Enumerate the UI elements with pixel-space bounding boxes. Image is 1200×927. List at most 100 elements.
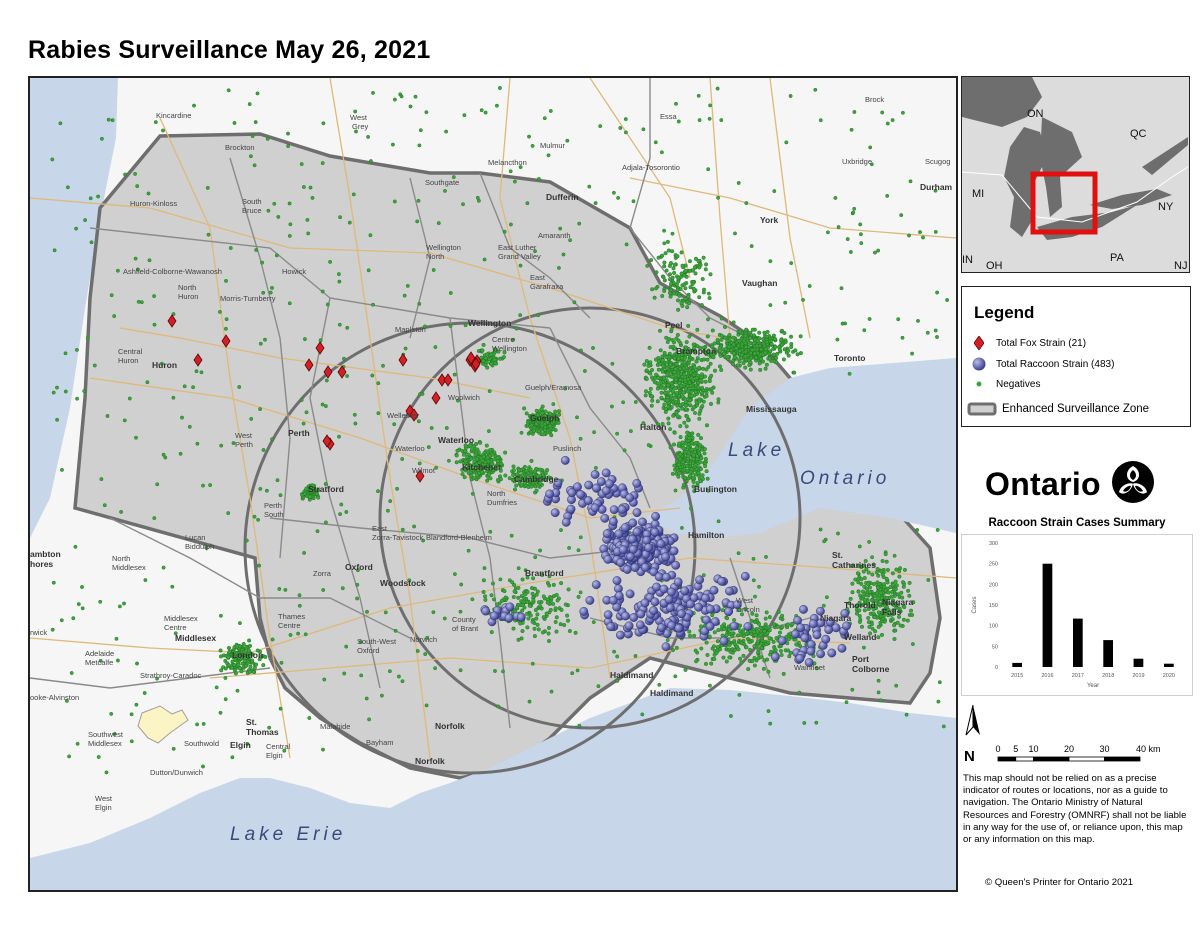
- scale-tick-label: 20: [1064, 744, 1074, 754]
- negative-point: [668, 272, 673, 277]
- negative-point: [714, 650, 719, 655]
- negative-point: [933, 188, 938, 193]
- negative-point: [530, 661, 535, 666]
- negative-point: [693, 271, 698, 276]
- negative-point: [63, 351, 68, 356]
- negative-point: [633, 654, 638, 658]
- negative-point: [740, 352, 745, 357]
- negative-point: [51, 390, 56, 395]
- negative-point: [673, 386, 678, 391]
- negative-point: [114, 636, 119, 641]
- negative-point: [371, 302, 375, 307]
- negative-point: [612, 649, 616, 654]
- negative-point: [789, 261, 794, 266]
- negative-point: [752, 644, 757, 649]
- raccoon-point: [777, 636, 787, 646]
- label-uxbridge: Uxbridge: [842, 157, 872, 166]
- negative-point: [757, 621, 762, 626]
- negative-point: [848, 596, 853, 601]
- label-norwich: Norwich: [410, 635, 437, 644]
- negative-point: [520, 608, 525, 613]
- negative-point: [519, 430, 524, 435]
- raccoon-point: [800, 633, 810, 643]
- negative-point: [466, 548, 471, 553]
- negative-point: [768, 259, 773, 264]
- surveillance-ring: [243, 321, 697, 775]
- negative-point: [681, 446, 686, 451]
- raccoon-point: [489, 611, 499, 621]
- negative-point: [655, 376, 660, 381]
- negative-point: [227, 649, 232, 654]
- negative-point: [662, 264, 667, 269]
- negative-point: [775, 624, 780, 629]
- negative-point: [354, 129, 358, 134]
- negative-point: [171, 395, 176, 400]
- negative-point: [481, 578, 486, 583]
- negative-point: [672, 463, 677, 468]
- negative-point: [433, 345, 438, 349]
- label-amaranth: Amaranth: [538, 231, 571, 240]
- negative-point: [502, 229, 507, 234]
- raccoon-point: [603, 610, 613, 620]
- negative-point: [491, 581, 496, 586]
- negative-point: [710, 328, 715, 333]
- lake-ontario-label-1: Lake: [728, 440, 785, 461]
- negative-point: [242, 652, 247, 657]
- negative-point: [481, 590, 486, 595]
- raccoon-point: [796, 623, 805, 633]
- negative-point: [143, 578, 148, 582]
- negative-point: [850, 581, 855, 586]
- negative-point: [662, 260, 667, 265]
- main-map[interactable]: Kincardine Brockton West Grey Southgate …: [28, 76, 958, 892]
- negative-point: [170, 584, 175, 589]
- label-burlington: Burlington: [694, 484, 737, 494]
- negative-point: [531, 428, 536, 433]
- negative-point: [669, 327, 674, 332]
- negative-point: [321, 121, 326, 126]
- road: [709, 78, 731, 339]
- label-st-thomas-1: St.: [246, 717, 257, 727]
- negative-point: [99, 477, 104, 481]
- negative-point: [649, 394, 654, 399]
- negative-point: [764, 334, 769, 339]
- negative-point: [557, 265, 561, 270]
- raccoon-point: [680, 586, 690, 596]
- label-middlesex: Middlesex: [175, 633, 216, 643]
- negative-point: [818, 118, 823, 123]
- negative-point: [218, 648, 223, 653]
- negative-point: [656, 367, 661, 372]
- negative-point: [705, 334, 710, 339]
- negative-point: [673, 674, 678, 679]
- negative-point: [676, 276, 681, 281]
- label-oxford: Oxford: [345, 562, 373, 572]
- x-tick-label: 2018: [1102, 673, 1114, 679]
- negative-point: [67, 754, 71, 759]
- negative-point: [615, 431, 619, 436]
- negative-point: [737, 349, 742, 354]
- negative-point: [890, 583, 895, 588]
- raccoon-point: [705, 622, 715, 631]
- negative-point: [704, 367, 709, 372]
- negative-point: [454, 453, 459, 458]
- negative-point: [407, 578, 412, 583]
- negative-point: [226, 646, 231, 651]
- negative-point: [303, 632, 308, 637]
- negative-point: [874, 570, 879, 575]
- raccoon-point: [674, 623, 684, 633]
- negative-point: [907, 593, 912, 598]
- page-title: Rabies Surveillance May 26, 2021: [28, 36, 431, 64]
- negative-point: [320, 402, 325, 407]
- negative-point: [155, 482, 160, 487]
- negative-point: [522, 406, 527, 411]
- negative-point: [679, 301, 684, 306]
- inset-label-ny: NY: [1158, 201, 1174, 213]
- label-perth-south: Perth: [264, 501, 282, 510]
- negative-point: [248, 664, 253, 669]
- negative-point: [925, 330, 930, 335]
- negative-point: [489, 593, 494, 598]
- negative-point: [277, 587, 282, 591]
- negative-point: [648, 360, 653, 365]
- negative-point: [624, 130, 628, 135]
- scale-segment: [997, 756, 1017, 762]
- negative-point: [204, 546, 209, 550]
